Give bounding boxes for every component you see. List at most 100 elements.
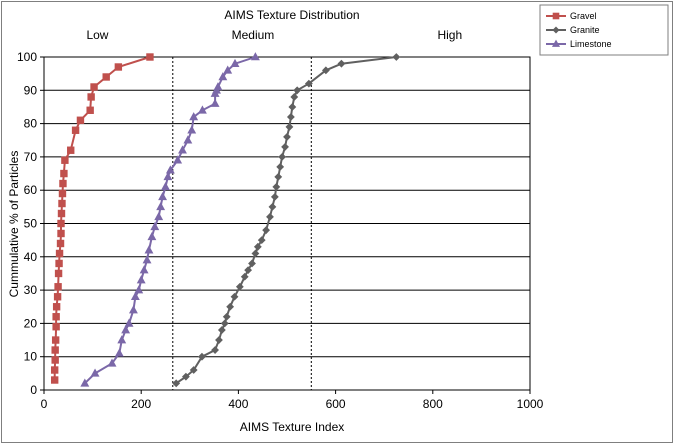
data-point-granite-11 bbox=[235, 282, 244, 291]
data-point-granite-23 bbox=[274, 172, 283, 181]
data-point-granite-6 bbox=[217, 326, 226, 334]
x-tick-label-1000: 1000 bbox=[517, 397, 544, 411]
data-point-granite-19 bbox=[266, 212, 274, 221]
data-point-gravel-3 bbox=[51, 346, 59, 354]
data-point-limestone-32 bbox=[218, 72, 228, 81]
data-point-gravel-25 bbox=[86, 106, 94, 114]
data-point-granite-9 bbox=[226, 302, 235, 311]
data-point-granite-15 bbox=[251, 249, 260, 258]
zone-label-medium: Medium bbox=[232, 28, 275, 42]
legend-marker-limestone bbox=[551, 39, 561, 47]
data-point-limestone-4 bbox=[117, 335, 127, 344]
data-point-limestone-15 bbox=[150, 221, 160, 231]
data-point-limestone-3 bbox=[114, 348, 124, 357]
y-tick-label-30: 30 bbox=[24, 283, 38, 297]
data-point-limestone-22 bbox=[173, 155, 183, 164]
data-point-limestone-28 bbox=[210, 98, 220, 107]
y-axis-label: Cummulative % of Particles bbox=[7, 151, 21, 298]
data-point-limestone-1 bbox=[90, 368, 100, 377]
legend-label-granite: Granite bbox=[570, 25, 600, 35]
data-point-gravel-11 bbox=[55, 259, 63, 268]
data-point-limestone-34 bbox=[230, 58, 240, 67]
series-layer bbox=[50, 52, 401, 388]
y-tick-label-40: 40 bbox=[24, 250, 38, 264]
y-tick-label-70: 70 bbox=[24, 150, 38, 164]
data-point-limestone-35 bbox=[250, 52, 260, 61]
data-point-limestone-25 bbox=[187, 125, 197, 134]
series-limestone bbox=[80, 52, 260, 387]
y-tick-label-80: 80 bbox=[24, 117, 38, 131]
data-point-granite-31 bbox=[290, 93, 299, 101]
data-point-limestone-27 bbox=[197, 105, 207, 114]
data-point-granite-27 bbox=[283, 133, 291, 141]
y-tick-label-10: 10 bbox=[24, 350, 38, 364]
y-tick-label-0: 0 bbox=[30, 383, 37, 397]
data-point-granite-24 bbox=[276, 162, 285, 171]
data-point-gravel-27 bbox=[90, 83, 98, 91]
data-point-limestone-12 bbox=[142, 255, 152, 264]
data-point-granite-10 bbox=[230, 292, 239, 301]
data-point-gravel-17 bbox=[58, 199, 66, 208]
data-point-gravel-13 bbox=[56, 239, 65, 248]
y-tick-label-100: 100 bbox=[17, 50, 37, 64]
data-point-limestone-8 bbox=[130, 291, 140, 301]
data-point-gravel-1 bbox=[50, 366, 59, 374]
data-point-gravel-6 bbox=[52, 313, 60, 321]
data-point-limestone-24 bbox=[183, 135, 193, 144]
series-gravel bbox=[50, 53, 154, 384]
data-point-limestone-19 bbox=[161, 182, 170, 191]
y-tick-label-90: 90 bbox=[24, 83, 38, 97]
data-point-granite-13 bbox=[244, 266, 253, 275]
data-point-granite-2 bbox=[189, 366, 198, 374]
data-point-gravel-10 bbox=[54, 269, 63, 278]
y-tick-label-20: 20 bbox=[24, 316, 38, 330]
gridlines bbox=[44, 56, 530, 358]
data-point-gravel-24 bbox=[76, 116, 85, 124]
legend-label-gravel: Gravel bbox=[570, 11, 597, 21]
data-point-granite-30 bbox=[288, 103, 297, 111]
data-point-gravel-30 bbox=[146, 53, 154, 61]
data-point-gravel-16 bbox=[57, 209, 66, 218]
x-axis-label: AIMS Texture Index bbox=[240, 420, 345, 434]
data-point-gravel-28 bbox=[102, 73, 110, 81]
data-point-gravel-12 bbox=[55, 249, 64, 258]
data-point-gravel-15 bbox=[57, 219, 65, 228]
data-point-gravel-19 bbox=[59, 179, 67, 188]
data-point-granite-26 bbox=[281, 143, 289, 151]
data-point-gravel-21 bbox=[61, 156, 69, 164]
data-point-granite-1 bbox=[182, 372, 190, 381]
data-point-limestone-9 bbox=[134, 285, 144, 294]
x-tick-label-400: 400 bbox=[228, 397, 248, 411]
data-point-gravel-5 bbox=[52, 323, 60, 331]
data-point-gravel-4 bbox=[51, 336, 60, 344]
data-point-gravel-2 bbox=[51, 356, 59, 364]
data-point-limestone-20 bbox=[163, 172, 173, 181]
data-point-gravel-14 bbox=[57, 229, 65, 238]
data-point-gravel-26 bbox=[87, 93, 95, 101]
data-point-gravel-20 bbox=[60, 169, 68, 178]
data-point-granite-4 bbox=[211, 346, 219, 354]
data-point-granite-12 bbox=[240, 272, 249, 281]
data-point-limestone-26 bbox=[189, 112, 199, 121]
data-point-granite-7 bbox=[220, 319, 229, 328]
data-point-granite-8 bbox=[222, 312, 231, 321]
x-tick-label-0: 0 bbox=[41, 397, 48, 411]
data-point-limestone-21 bbox=[165, 165, 175, 174]
data-point-limestone-10 bbox=[136, 275, 146, 284]
legend-label-limestone: Limestone bbox=[570, 39, 612, 49]
data-point-limestone-16 bbox=[154, 211, 164, 221]
data-point-granite-0 bbox=[172, 379, 181, 388]
data-point-gravel-22 bbox=[67, 146, 75, 154]
data-point-granite-20 bbox=[268, 202, 277, 211]
data-point-limestone-11 bbox=[139, 265, 149, 274]
y-tick-label-50: 50 bbox=[24, 217, 38, 231]
data-point-gravel-9 bbox=[54, 283, 62, 291]
data-point-limestone-17 bbox=[156, 202, 166, 211]
data-point-limestone-14 bbox=[147, 231, 157, 241]
data-point-gravel-8 bbox=[53, 293, 62, 301]
chart-title: AIMS Texture Distribution bbox=[224, 8, 359, 22]
data-point-granite-36 bbox=[392, 53, 401, 61]
